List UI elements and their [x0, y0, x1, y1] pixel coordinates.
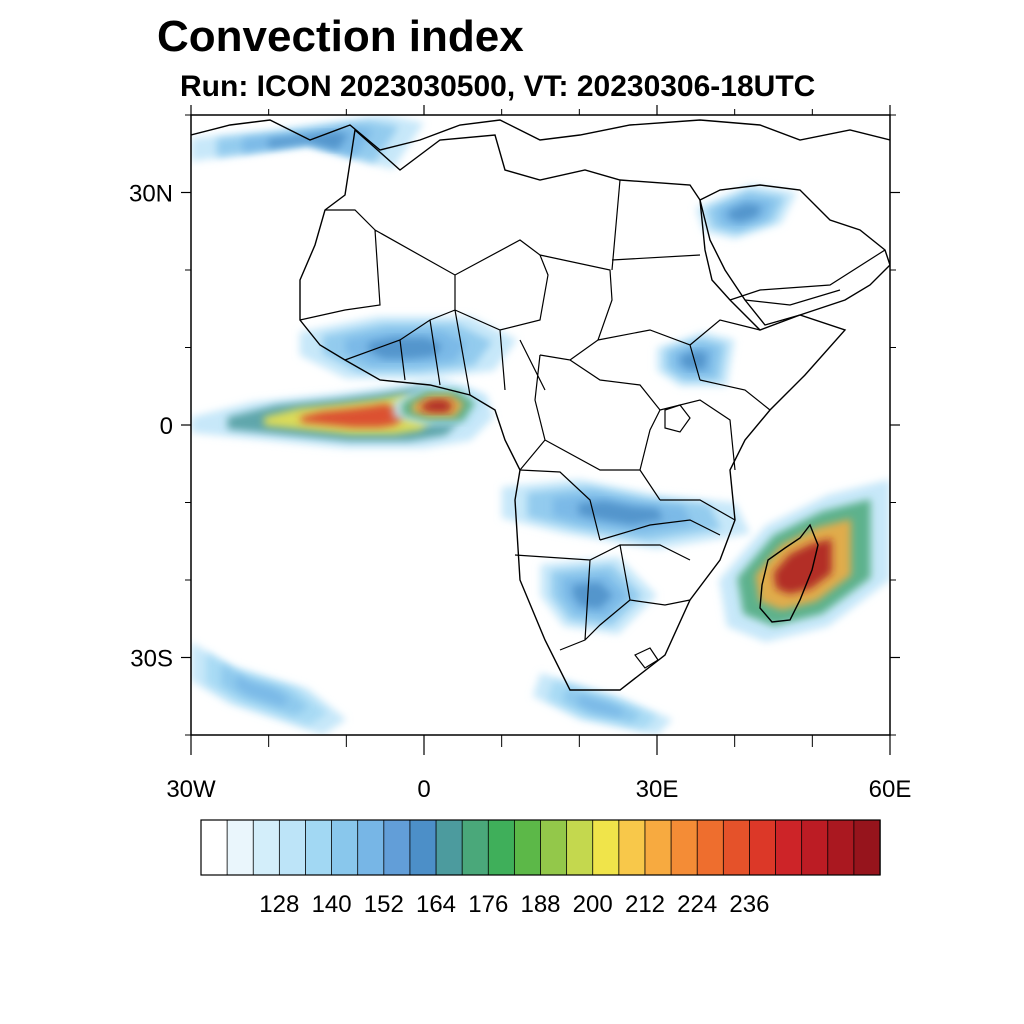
colorbar-swatch [278, 819, 307, 876]
colorbar-swatch [853, 819, 881, 876]
field-mozambique-channel-east [773, 538, 832, 594]
colorbar-swatch [409, 819, 437, 876]
field-southwest-atlantic-streak [236, 674, 290, 706]
colorbar-swatch [487, 819, 516, 876]
convection-field [191, 115, 890, 735]
colorbar-swatch [618, 819, 646, 876]
colorbar-swatch [252, 819, 281, 876]
country-borders [191, 119, 890, 691]
colorbar-label: 164 [416, 891, 456, 918]
colorbar-swatch [775, 819, 803, 876]
colorbar-swatch [827, 819, 855, 876]
colorbar-swatch [513, 819, 542, 876]
map-title: Convection index [157, 12, 524, 61]
lon-tick-label: 60E [869, 776, 912, 803]
colorbar-label: 152 [364, 891, 404, 918]
colorbar-swatch [435, 819, 463, 876]
colorbar-swatch [670, 819, 698, 876]
field-south-cape-streak [577, 695, 625, 717]
lake-victoria-outline [664, 404, 691, 433]
colorbar-swatch [696, 819, 725, 876]
colorbar-swatch [331, 819, 359, 876]
lon-tick-label: 30E [636, 776, 679, 803]
colorbar-label: 200 [573, 891, 613, 918]
colorbar-swatch [592, 819, 620, 876]
colorbar-label: 188 [520, 891, 560, 918]
field-arabia-west [727, 203, 762, 222]
colorbar-label: 224 [677, 891, 717, 918]
colorbar-label: 128 [259, 891, 299, 918]
lat-tick-label: 30S [130, 646, 173, 673]
europe-coastline [191, 119, 890, 151]
madagascar-outline [759, 523, 819, 623]
colorbar-label: 212 [625, 891, 665, 918]
colorbar-swatch [801, 819, 829, 876]
lat-tick-label: 0 [160, 413, 173, 440]
colorbar-label: 140 [312, 891, 352, 918]
colorbar-label: 176 [468, 891, 508, 918]
field-equatorial-atlantic-band [300, 403, 404, 428]
lon-tick-label: 0 [417, 776, 430, 803]
colorbar-swatch [357, 819, 385, 876]
field-south-africa-interior [573, 582, 613, 609]
colorbar-swatch [722, 819, 751, 876]
colorbar-swatch [461, 819, 489, 876]
country-border-lines [299, 179, 886, 651]
colorbar-swatch [540, 819, 568, 876]
field-mediterranean-north [268, 131, 348, 151]
colorbar-swatch [200, 819, 228, 876]
map-axes: 30N 0 30S 30W 0 30E 60E [129, 105, 911, 803]
colorbar-frame [200, 819, 881, 876]
lon-tick-label: 30W [166, 776, 216, 803]
colorbar-swatch [226, 819, 254, 876]
arabia-outline [699, 184, 890, 326]
lat-tick-label: 30N [129, 181, 173, 208]
colorbar: 128 140 152 164 176 188 200 212 224 236 [200, 819, 881, 918]
colorbar-swatch [305, 819, 333, 876]
field-southern-africa-band [578, 501, 664, 525]
colorbar-label: 236 [729, 891, 769, 918]
colorbar-swatch [566, 819, 594, 876]
colorbar-swatch [749, 819, 777, 876]
field-west-africa-sahel [368, 337, 443, 359]
field-gulf-of-guinea-core [421, 399, 454, 413]
map-subtitle: Run: ICON 2023030500, VT: 20230306-18UTC [180, 70, 816, 103]
colorbar-swatch [383, 819, 411, 876]
lesotho-outline [634, 647, 659, 669]
colorbar-swatch [644, 819, 672, 876]
